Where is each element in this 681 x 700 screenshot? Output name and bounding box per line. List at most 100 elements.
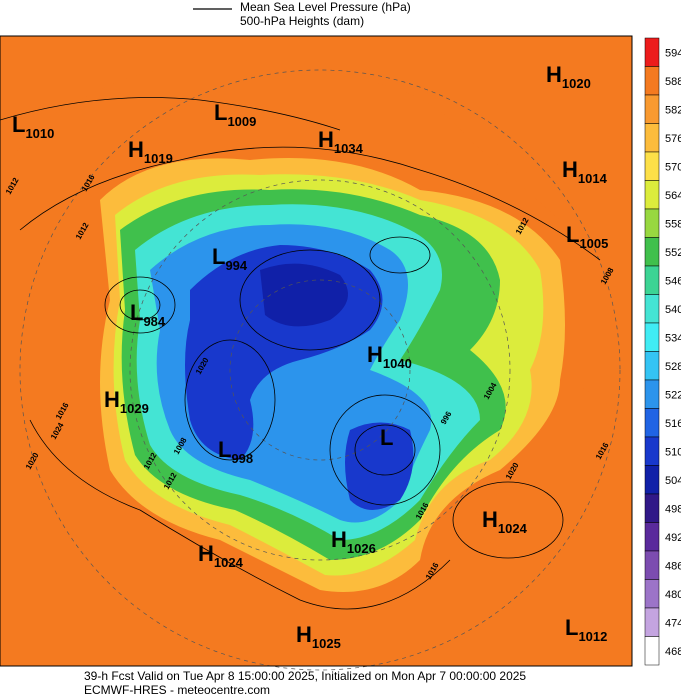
- center-letter: L: [565, 615, 578, 640]
- colorbar-swatch: [644, 436, 660, 466]
- isobar: [354, 424, 416, 476]
- center-letter: H: [331, 527, 347, 552]
- pressure-center: H1029: [104, 387, 149, 416]
- pressure-center: H1024: [482, 507, 528, 536]
- pressure-center: L1005: [566, 222, 608, 251]
- isobar: [184, 339, 276, 461]
- colorbar: 594 588 582 576 570 564 558 552 546 540 534 528 522 5…: [644, 37, 681, 666]
- colorbar-label: 594: [665, 47, 681, 59]
- center-value: 1010: [25, 126, 54, 141]
- pressure-center: L1010: [12, 112, 54, 141]
- center-value: 1024: [214, 555, 244, 570]
- pressure-center: L998: [218, 437, 253, 466]
- colorbar-swatch: [644, 237, 660, 267]
- colorbar-label: 468: [665, 646, 681, 658]
- center-value: 1034: [334, 141, 364, 156]
- colorbar-label: 522: [665, 389, 681, 401]
- colorbar-swatch: [644, 322, 660, 352]
- center-value: 994: [225, 258, 247, 273]
- colorbar-label: 546: [665, 275, 681, 287]
- colorbar-swatch: [644, 550, 660, 580]
- colorbar-label: 588: [665, 76, 681, 88]
- center-letter: H: [562, 157, 578, 182]
- pressure-center: L1012: [565, 615, 607, 644]
- center-letter: L: [212, 244, 225, 269]
- pressure-center: H1014: [562, 157, 608, 186]
- colorbar-label: 540: [665, 304, 681, 316]
- colorbar-label: 534: [665, 332, 681, 344]
- pressure-center: L984: [130, 300, 166, 329]
- pressure-center: H1020: [546, 62, 591, 91]
- center-letter: L: [12, 112, 25, 137]
- legend-text: 500-hPa Heights (dam): [240, 14, 364, 28]
- center-letter: L: [566, 222, 579, 247]
- map-frame: [0, 35, 633, 667]
- center-letter: L: [218, 437, 231, 462]
- colorbar-swatch: [644, 94, 660, 124]
- pressure-center: H1024: [198, 541, 244, 570]
- center-value: 1020: [562, 76, 591, 91]
- colorbar-label: 480: [665, 589, 681, 601]
- colorbar-label: 576: [665, 133, 681, 145]
- center-letter: L: [214, 100, 227, 125]
- center-value: 1040: [383, 356, 412, 371]
- colorbar-label: 474: [665, 617, 681, 629]
- colorbar-swatch: [644, 379, 660, 409]
- colorbar-swatch: [644, 607, 660, 637]
- colorbar-swatch: [644, 522, 660, 552]
- pressure-center: L1009: [214, 100, 256, 129]
- height-band: [345, 422, 414, 510]
- center-value: 1009: [227, 114, 256, 129]
- isobar: [0, 97, 341, 131]
- center-letter: H: [104, 387, 120, 412]
- colorbar-swatch: [644, 351, 660, 381]
- center-letter: H: [546, 62, 562, 87]
- colorbar-swatch: [644, 265, 660, 295]
- colorbar-label: 486: [665, 560, 681, 572]
- center-letter: H: [482, 507, 498, 532]
- legend-text: Mean Sea Level Pressure (hPa): [240, 0, 411, 14]
- height-band: [475, 490, 565, 550]
- isobar: [29, 419, 451, 610]
- center-letter: H: [367, 342, 383, 367]
- footer-text: ECMWF-HRES - meteocentre.com: [84, 683, 270, 697]
- center-letter: H: [318, 127, 334, 152]
- center-value: 998: [231, 451, 253, 466]
- colorbar-swatch: [644, 493, 660, 523]
- center-letter: L: [380, 425, 393, 450]
- colorbar-swatch: [644, 208, 660, 238]
- center-value: 1026: [347, 541, 376, 556]
- colorbar-swatch: [644, 294, 660, 324]
- pressure-center: H1025: [296, 622, 341, 651]
- pressure-center: L994: [212, 244, 248, 273]
- colorbar-label: 504: [665, 475, 681, 487]
- center-letter: H: [128, 137, 144, 162]
- colorbar-swatch: [644, 465, 660, 495]
- isobar: [329, 394, 441, 506]
- isobar: [19, 146, 601, 261]
- colorbar-label: 558: [665, 218, 681, 230]
- isobar: [239, 249, 381, 351]
- center-value: 1012: [578, 629, 607, 644]
- colorbar-label: 492: [665, 532, 681, 544]
- colorbar-label: 570: [665, 161, 681, 173]
- center-value: 1029: [120, 401, 149, 416]
- colorbar-swatch: [644, 151, 660, 181]
- colorbar-label: 552: [665, 247, 681, 259]
- isobar: [452, 481, 564, 559]
- colorbar-label: 564: [665, 190, 681, 202]
- height-band: [260, 263, 348, 327]
- center-value: 1014: [578, 171, 608, 186]
- colorbar-swatch: [644, 123, 660, 153]
- colorbar-swatch: [644, 180, 660, 210]
- colorbar-label: 582: [665, 104, 681, 116]
- pressure-center: L: [380, 425, 393, 450]
- colorbar-swatch: [644, 636, 660, 666]
- latitude-circle: [19, 69, 621, 671]
- center-value: 1019: [144, 151, 173, 166]
- latitude-circle: [129, 179, 511, 561]
- pressure-center: H1026: [331, 527, 376, 556]
- colorbar-label: 528: [665, 361, 681, 373]
- colorbar-swatch: [644, 37, 660, 67]
